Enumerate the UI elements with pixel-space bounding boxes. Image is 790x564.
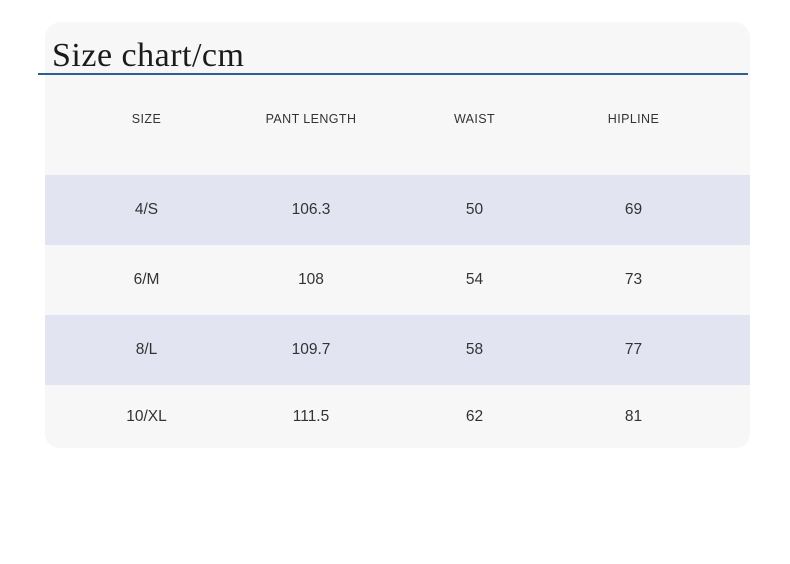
cell-size: 10/XL	[126, 407, 167, 425]
cell-hipline: 73	[624, 271, 643, 288]
column-header-size: SIZE	[131, 112, 162, 126]
column-header-hipline: HIPLINE	[607, 112, 660, 126]
column-header-waist: WAIST	[453, 112, 496, 126]
cell-hipline: 77	[624, 341, 643, 358]
cell-pant-length: 106.3	[291, 201, 331, 218]
table-row-6m: 6/M 108 54 73	[45, 245, 750, 315]
cell-waist: 50	[465, 201, 484, 218]
cell-pant-length: 109.7	[291, 341, 331, 358]
table-row-10xl: 10/XL 111.5 62 81	[45, 385, 750, 448]
cell-waist: 58	[465, 341, 484, 358]
cell-pant-length: 108	[298, 271, 324, 288]
table-row-4s: 4/S 106.3 50 69	[45, 175, 750, 245]
page-title: Size chart/cm	[52, 37, 245, 74]
column-header-pant-length: PANT LENGTH	[265, 112, 357, 126]
cell-hipline: 81	[624, 407, 643, 425]
table-header-row: SIZE PANT LENGTH WAIST HIPLINE	[45, 75, 750, 175]
cell-size: 6/M	[133, 271, 160, 288]
table-row-8l: 8/L 109.7 58 77	[45, 315, 750, 385]
size-table: SIZE PANT LENGTH WAIST HIPLINE 4/S 106.3…	[45, 75, 750, 448]
cell-waist: 62	[465, 407, 484, 425]
cell-size: 4/S	[134, 201, 159, 218]
title-underline	[38, 73, 748, 75]
size-chart-panel: Size chart/cm SIZE PANT LENGTH WAIST HIP…	[45, 22, 750, 448]
cell-hipline: 69	[624, 201, 643, 218]
cell-size: 8/L	[135, 341, 158, 358]
cell-pant-length: 111.5	[292, 407, 330, 425]
cell-waist: 54	[465, 271, 484, 288]
